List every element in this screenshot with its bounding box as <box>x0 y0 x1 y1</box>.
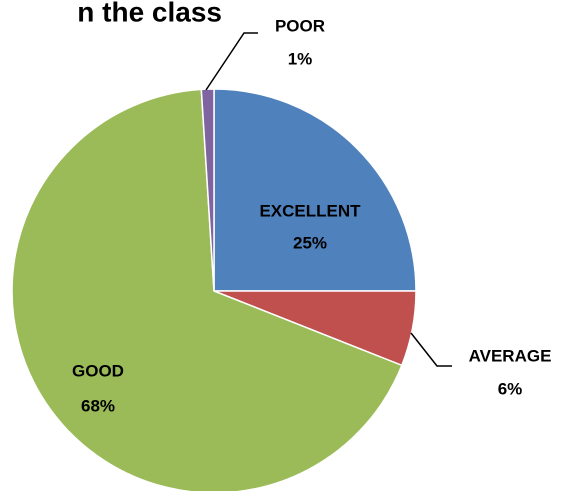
chart-title: n the class <box>77 0 222 27</box>
leader-line <box>410 332 452 367</box>
slice-value-label: 6% <box>498 379 523 398</box>
slice-label: GOOD <box>72 361 124 380</box>
leader-line <box>205 32 258 91</box>
slice-label: AVERAGE <box>469 346 552 365</box>
pie-slice <box>11 88 403 491</box>
slice-value-label: 68% <box>81 396 115 415</box>
pie-slice <box>213 88 417 292</box>
slice-value-label: 1% <box>288 49 313 68</box>
pie-slice <box>200 88 215 292</box>
slice-label: EXCELLENT <box>259 201 361 220</box>
slice-label: POOR <box>275 16 325 35</box>
slice-value-label: 25% <box>293 233 327 252</box>
